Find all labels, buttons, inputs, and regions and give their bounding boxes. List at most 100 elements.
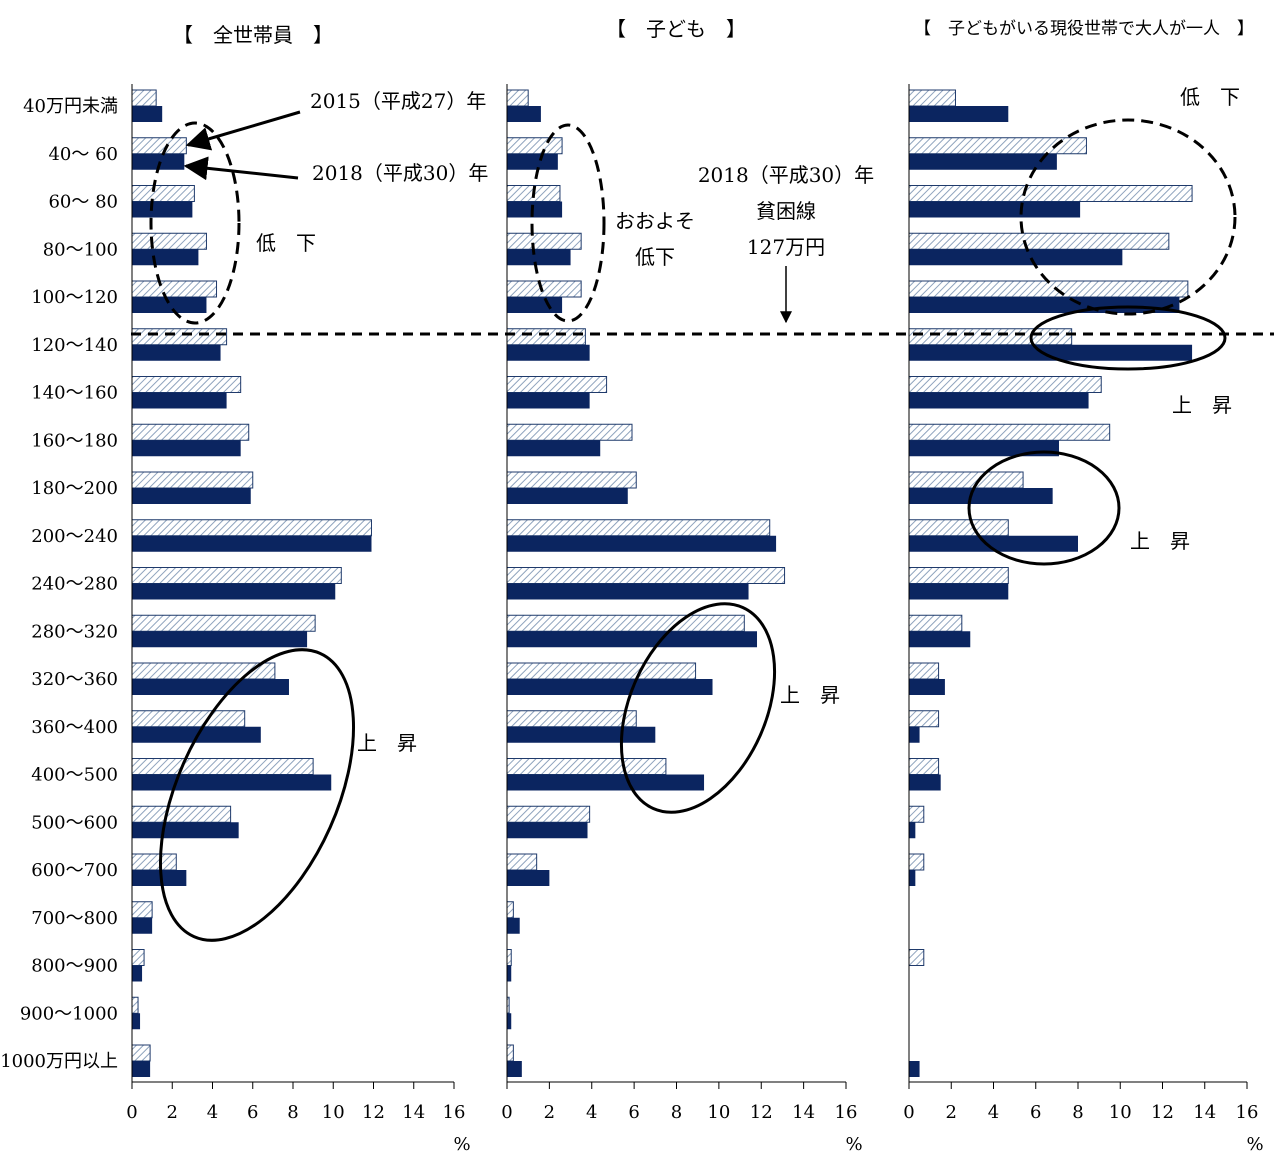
bar-2015 xyxy=(506,280,582,298)
category-labels: 40万円未満 40～ 60 60～ 80 80～100 100～120 120～140 14… xyxy=(0,96,118,1072)
bar-2015 xyxy=(908,567,1009,584)
x-tick-label: 12 xyxy=(1151,1102,1174,1123)
x-tick-label: 10 xyxy=(707,1102,730,1123)
bar-2015 xyxy=(908,232,1170,250)
bar-2018 xyxy=(909,201,1081,218)
panel-all-household-members: 0 2 4 6 8 10 12 14 16% xyxy=(126,84,471,1155)
bar-2018 xyxy=(507,297,563,313)
x-tick-label: 16 xyxy=(835,1102,858,1123)
bar-2015 xyxy=(506,710,637,728)
bar-2018 xyxy=(132,679,289,695)
bar-2018 xyxy=(132,153,185,170)
bar-2015 xyxy=(131,423,250,441)
bar-2018 xyxy=(507,774,705,791)
bar-2018 xyxy=(507,583,749,600)
x-tick-label: 14 xyxy=(792,1102,815,1123)
p2-increase-label: 上 昇 xyxy=(780,683,840,707)
bar-2018 xyxy=(909,631,971,648)
bar-2015 xyxy=(506,1044,514,1062)
p3-increase-label-2: 上 昇 xyxy=(1130,529,1190,553)
bar-2018 xyxy=(507,153,558,170)
bar-2015 xyxy=(131,662,276,680)
bar-2015 xyxy=(131,137,187,155)
bar-2015 xyxy=(131,280,218,298)
x-tick-label: 10 xyxy=(1109,1102,1132,1123)
bar-2018 xyxy=(507,822,588,839)
bar-2015 xyxy=(506,758,667,775)
bar-2015 xyxy=(506,376,608,393)
bar-2018 xyxy=(507,965,512,982)
x-tick-label: 16 xyxy=(443,1102,466,1123)
x-tick-label: 8 xyxy=(1072,1102,1083,1123)
bar-2015 xyxy=(908,805,925,823)
legend-label-2018: 2018（平成30）年 xyxy=(312,161,488,185)
category-label: 360～400 xyxy=(31,717,118,738)
bar-2018 xyxy=(132,774,332,791)
bar-2015 xyxy=(506,519,771,537)
bar-2015 xyxy=(131,232,207,250)
x-axis-unit-label: % xyxy=(845,1134,862,1155)
bar-2015 xyxy=(506,423,633,441)
category-label: 320～360 xyxy=(31,669,118,690)
bar-2018 xyxy=(507,631,758,648)
bar-2018 xyxy=(132,965,143,982)
legend-arrow-2018 xyxy=(183,156,299,181)
category-label: 80～100 xyxy=(43,239,118,260)
category-label: 500～600 xyxy=(31,812,118,833)
bar-2018 xyxy=(909,106,1009,122)
panel-title-single-adult: 【 子どもがいる現役世帯で大人が一人 】 xyxy=(914,19,1254,39)
p3-decrease-label: 低 下 xyxy=(1180,85,1240,109)
bar-2015 xyxy=(908,89,956,107)
bar-2018 xyxy=(132,535,372,552)
bar-2015 xyxy=(131,614,316,632)
legend-arrow-2015 xyxy=(185,110,301,151)
x-tick-label: 0 xyxy=(126,1102,137,1123)
category-label: 240～280 xyxy=(31,574,118,595)
bar-2018 xyxy=(132,1013,141,1030)
category-label: 180～200 xyxy=(31,478,118,499)
bar-2018 xyxy=(909,1061,920,1077)
x-axis-unit-label: % xyxy=(1246,1134,1263,1155)
x-axis-unit-label: % xyxy=(453,1134,470,1155)
bar-2018 xyxy=(909,488,1053,504)
p3-decrease-ellipse xyxy=(1019,118,1237,316)
bar-2018 xyxy=(132,249,199,266)
panel-title-all-members: 【 全世帯員 】 xyxy=(173,23,333,47)
bar-2018 xyxy=(132,201,193,218)
poverty-line-label-year: 2018（平成30）年 xyxy=(698,163,874,187)
category-label: 800～900 xyxy=(31,956,118,977)
bar-2015 xyxy=(131,901,153,919)
bar-2015 xyxy=(131,89,157,107)
bar-2018 xyxy=(507,917,520,934)
panel-title-children: 【 子ども 】 xyxy=(606,17,746,41)
bar-2015 xyxy=(908,758,940,775)
bar-2015 xyxy=(131,949,145,966)
bar-2015 xyxy=(506,89,529,107)
bar-2015 xyxy=(908,853,925,871)
bar-2015 xyxy=(506,614,745,632)
x-tick-label: 16 xyxy=(1236,1102,1259,1123)
bar-2018 xyxy=(132,870,187,886)
bar-2015 xyxy=(908,662,940,680)
category-label: 120～140 xyxy=(31,335,118,356)
category-label: 900～1000 xyxy=(20,1003,118,1024)
bar-2018 xyxy=(132,1061,151,1077)
bar-2015 xyxy=(131,376,242,393)
bar-2015 xyxy=(506,137,563,155)
bar-2018 xyxy=(507,1013,512,1030)
bar-2018 xyxy=(132,822,239,839)
bar-2015 xyxy=(131,996,139,1014)
bar-2018 xyxy=(132,392,227,409)
x-tick-label: 6 xyxy=(247,1102,258,1123)
category-label: 140～160 xyxy=(31,383,118,404)
x-tick-label: 2 xyxy=(544,1102,555,1123)
bar-2015 xyxy=(506,853,538,871)
bar-2015 xyxy=(908,137,1087,155)
bar-2018 xyxy=(507,106,541,122)
x-tick-label: 8 xyxy=(671,1102,682,1123)
p1-decrease-label: 低 下 xyxy=(256,231,316,255)
category-label: 160～180 xyxy=(31,430,118,451)
bar-2018 xyxy=(507,679,713,695)
bar-2018 xyxy=(909,726,920,743)
